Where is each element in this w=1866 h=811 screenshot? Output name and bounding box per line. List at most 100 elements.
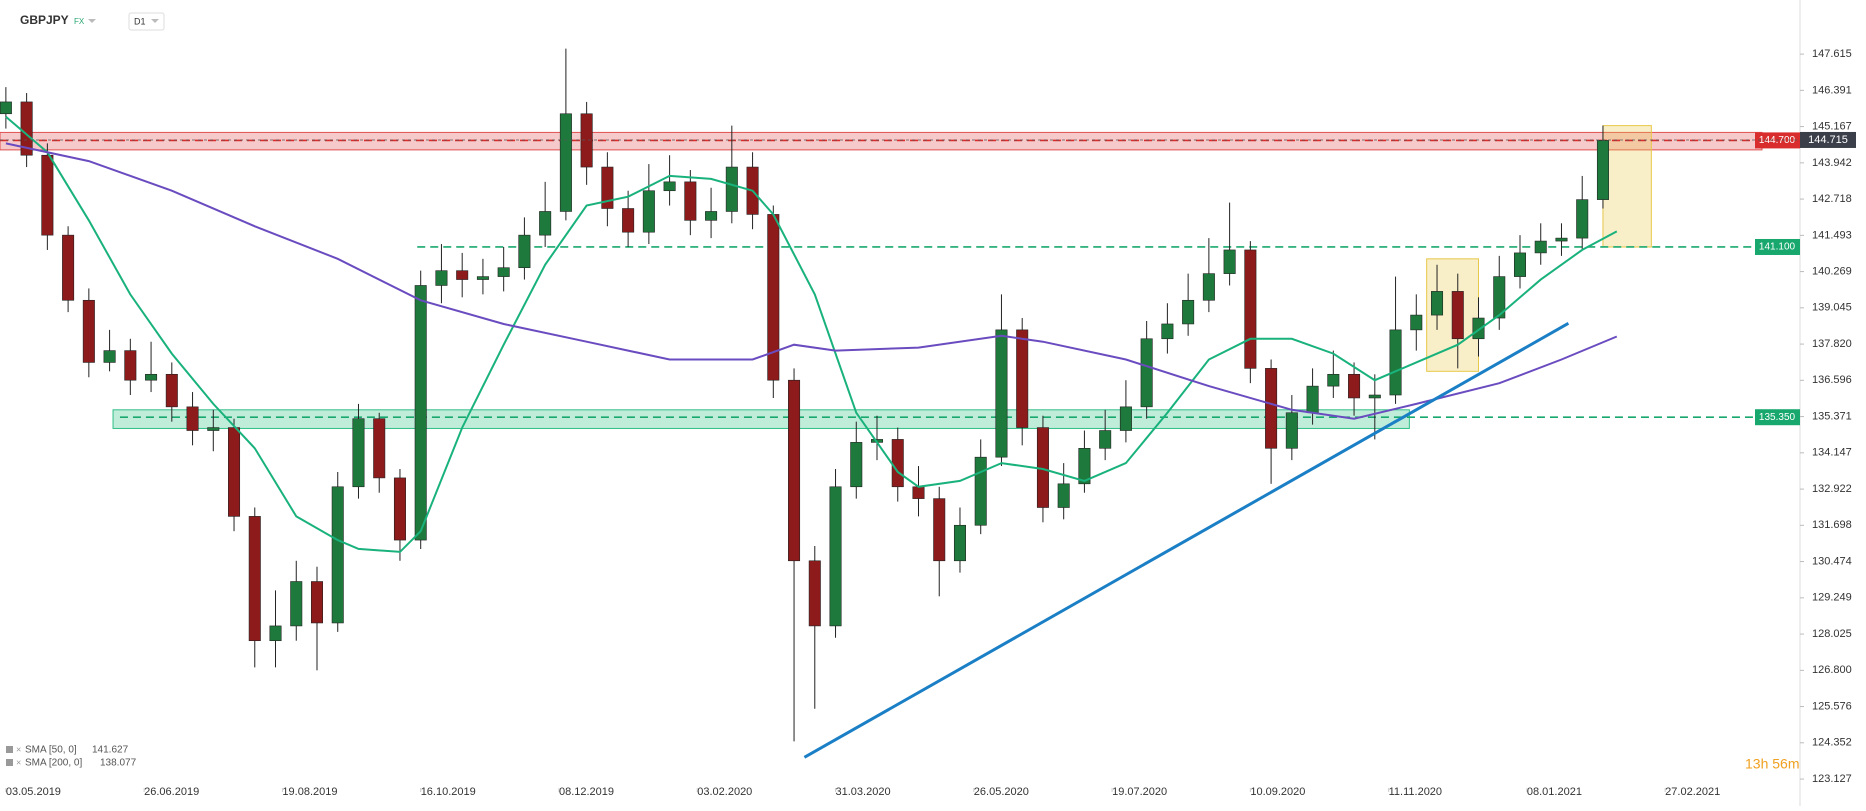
y-tick-label: 124.352 [1812, 737, 1852, 749]
y-tick-label: 143.942 [1812, 157, 1852, 169]
candle-body [1596, 140, 1609, 200]
candle-body [310, 581, 324, 624]
y-tick-label: 131.698 [1812, 519, 1852, 531]
candle-body [1202, 273, 1215, 301]
level-tag [1755, 132, 1800, 149]
candle-body [145, 373, 158, 381]
level-label: 135.350 [1759, 412, 1796, 423]
level-label: 141.100 [1759, 242, 1796, 253]
legend-icon [6, 759, 13, 766]
x-tick-label: 26.06.2019 [144, 786, 199, 798]
x-tick-label: 27.02.2021 [1665, 786, 1720, 798]
zone [1602, 125, 1652, 248]
sma-line [5, 142, 1618, 420]
candle-body [1555, 237, 1568, 242]
x-tick-label: 03.05.2019 [6, 786, 61, 798]
candle-body [1513, 252, 1526, 277]
candle-body [725, 166, 738, 212]
candle-body [829, 486, 842, 627]
candle-body [974, 456, 987, 526]
candle-body [456, 270, 469, 280]
legend-value: 141.627 [92, 745, 129, 756]
sma-line [5, 115, 1618, 553]
candle-body [186, 406, 199, 431]
y-tick-label: 140.269 [1812, 265, 1852, 277]
candle-body [393, 477, 406, 541]
candle-body [1265, 368, 1278, 449]
y-tick-label: 135.371 [1812, 410, 1852, 422]
candle-body [684, 181, 697, 221]
y-tick-label: 129.249 [1812, 592, 1852, 604]
candle-body [103, 350, 116, 363]
y-tick-label: 146.391 [1812, 84, 1852, 96]
candle-body [1493, 276, 1506, 319]
candle-body [788, 379, 801, 562]
y-tick-label: 137.820 [1812, 338, 1852, 350]
candle-body [705, 211, 718, 221]
timer: 13h 56m [1745, 756, 1799, 772]
dropdown-arrow [151, 19, 159, 23]
last-price-tag [1800, 131, 1856, 148]
legend-name: SMA [200, 0] [25, 758, 82, 769]
x-tick-label: 11.11.2020 [1389, 786, 1442, 798]
level-label: 144.700 [1759, 135, 1796, 146]
x-tick-label: 08.12.2019 [559, 786, 614, 798]
candle-body [559, 113, 572, 212]
x-tick-label: 26.05.2020 [974, 786, 1029, 798]
candle-body [124, 350, 137, 381]
candle-body [352, 418, 365, 488]
y-tick-label: 128.025 [1812, 628, 1852, 640]
y-tick-label: 136.596 [1812, 374, 1852, 386]
candle-body [518, 234, 531, 269]
candle-body [165, 373, 178, 408]
y-tick-label: 132.922 [1812, 483, 1852, 495]
y-tick-label: 123.127 [1812, 773, 1852, 785]
candle-body [1119, 406, 1132, 431]
candle-body [476, 276, 489, 280]
candle-body [1576, 199, 1589, 239]
candle-body [373, 418, 386, 479]
zone [112, 409, 1410, 429]
legend-value: 138.077 [100, 758, 137, 769]
candle-body [850, 442, 863, 488]
x-tick-label: 19.08.2019 [282, 786, 337, 798]
candle-body [622, 208, 635, 233]
candle-body [248, 516, 261, 642]
x-tick-label: 10.09.2020 [1250, 786, 1305, 798]
legend-close[interactable]: × [16, 757, 21, 767]
candle-body [953, 524, 966, 562]
candle-body [1327, 373, 1340, 387]
candle-body [912, 486, 925, 499]
trendline [803, 322, 1570, 759]
x-tick-label: 03.02.2020 [697, 786, 752, 798]
y-tick-label: 139.045 [1812, 302, 1852, 314]
candle-body [62, 234, 75, 301]
interval-select[interactable] [128, 12, 165, 31]
candle-body [1368, 394, 1381, 399]
candle-body [767, 214, 780, 381]
candle-body [1016, 329, 1029, 428]
interval[interactable]: D1 [134, 16, 146, 26]
candle-body [1099, 430, 1112, 449]
y-tick-label: 145.167 [1812, 120, 1852, 132]
x-tick-label: 31.03.2020 [836, 786, 891, 798]
candle-body [1306, 385, 1319, 414]
symbol[interactable]: GBPJPY [20, 13, 69, 27]
candle-body [331, 486, 344, 624]
candle-body [1534, 240, 1547, 254]
candle-body [1078, 447, 1091, 485]
x-tick-label: 08.01.2021 [1527, 786, 1582, 798]
dropdown-arrow[interactable] [88, 19, 96, 23]
candle-body [539, 211, 552, 236]
y-tick-label: 142.718 [1812, 193, 1852, 205]
candle-body [1244, 249, 1257, 369]
level-tag [1755, 238, 1800, 255]
legend-close[interactable]: × [16, 744, 21, 754]
candle-body [1182, 299, 1195, 325]
level-tag [1755, 409, 1800, 426]
candle-body [207, 427, 220, 431]
candle-body [435, 270, 448, 286]
candle-body [808, 560, 821, 627]
candle-body [933, 498, 946, 562]
